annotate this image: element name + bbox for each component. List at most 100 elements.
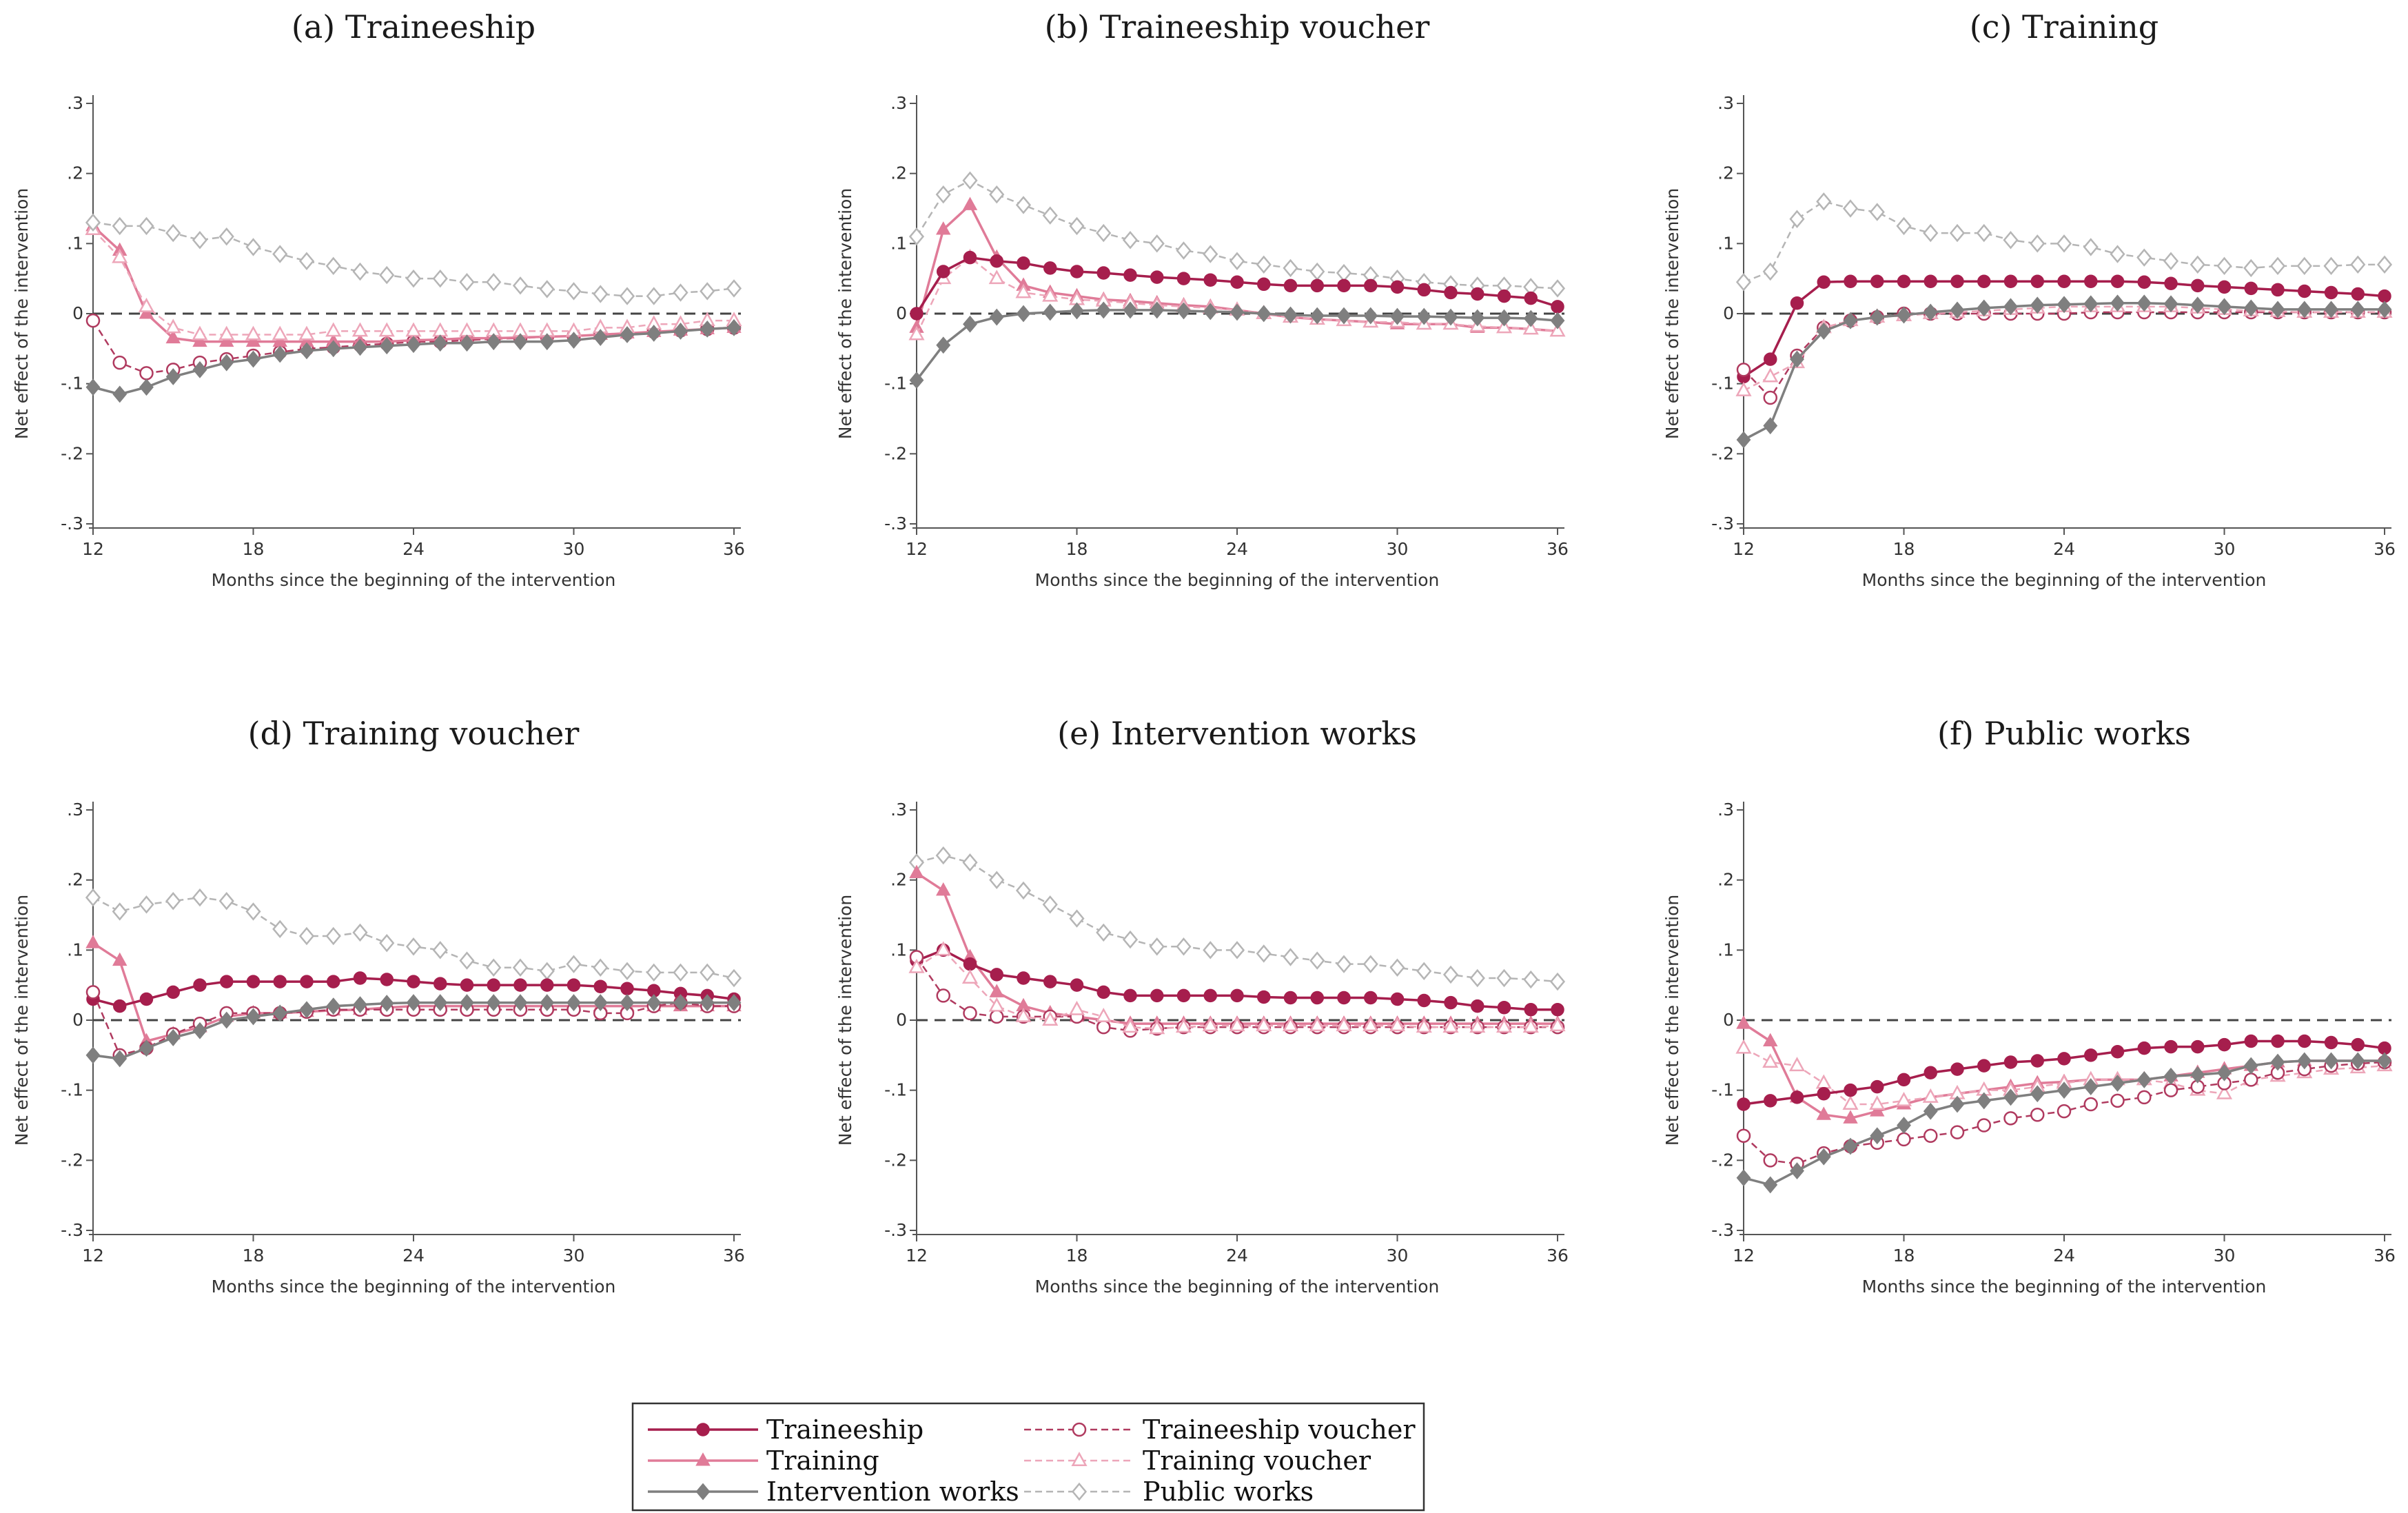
data-point (700, 963, 715, 982)
data-point (458, 322, 476, 337)
data-point (2190, 255, 2205, 274)
data-point (935, 941, 952, 956)
data-point (85, 1046, 101, 1064)
x-tick-label: 24 (2053, 1246, 2075, 1266)
series-public-works (1735, 192, 2393, 292)
data-point (2110, 294, 2125, 312)
data-point (1816, 1106, 1831, 1120)
data-point (1523, 970, 1539, 989)
data-point (2163, 1083, 2179, 1097)
data-point (540, 994, 555, 1011)
data-point (1256, 255, 1272, 274)
data-point (325, 322, 342, 337)
data-point (2190, 296, 2205, 314)
data-point (1070, 978, 1084, 992)
data-point (2271, 1034, 2285, 1048)
data-point (1283, 991, 1298, 1005)
data-point (192, 231, 208, 250)
legend-swatch-marker (1071, 1482, 1088, 1501)
data-point (567, 332, 581, 349)
data-point (1442, 965, 1459, 984)
data-point (1336, 307, 1351, 325)
x-tick-label: 12 (82, 1246, 104, 1266)
data-point (2030, 234, 2045, 253)
chart-panel-4: (d) Training voucher -.3 -.2 -.1 0 .1 .2 .3 12 18… (12, 715, 745, 1297)
data-point (1070, 302, 1084, 320)
data-point (1070, 265, 1084, 278)
data-point (620, 994, 635, 1011)
data-point (1364, 278, 1378, 293)
data-point (2137, 1090, 2152, 1105)
y-tick-label: .3 (67, 800, 83, 820)
data-point (1095, 1007, 1112, 1022)
data-point (2057, 296, 2072, 314)
data-point (1042, 287, 1059, 302)
data-point (936, 988, 950, 1003)
x-axis-label: Months since the beginning of the interv… (1035, 1277, 1440, 1297)
data-point (298, 325, 315, 341)
data-point (936, 221, 951, 235)
panel-title: (b) Traineeship voucher (1045, 8, 1430, 45)
data-point (192, 325, 208, 341)
data-point (2350, 255, 2366, 274)
data-point (2296, 256, 2312, 276)
data-point (540, 978, 554, 992)
x-tick-label: 12 (1733, 539, 1755, 559)
data-point (2003, 1111, 2018, 1126)
y-tick-label: -.2 (1711, 1150, 1734, 1170)
data-point (2083, 1097, 2098, 1112)
x-tick-label: 12 (906, 539, 928, 559)
data-point (990, 254, 1003, 268)
x-axis-label: Months since the beginning of the interv… (1035, 570, 1440, 590)
data-point (407, 975, 420, 988)
data-point (1363, 955, 1378, 973)
data-point (1363, 1017, 1379, 1032)
y-tick-label: -.3 (61, 1220, 83, 1240)
data-point (1896, 216, 1912, 236)
data-point (962, 853, 978, 872)
data-point (2110, 1045, 2125, 1059)
data-point (432, 322, 449, 337)
data-point (962, 196, 978, 210)
data-point (165, 318, 181, 334)
data-point (1549, 322, 1566, 337)
data-point (909, 864, 924, 878)
data-point (2136, 248, 2152, 267)
data-point (1497, 289, 1511, 303)
data-point (2298, 1034, 2312, 1048)
data-point (593, 994, 608, 1011)
data-point (139, 1039, 154, 1057)
data-point (908, 227, 925, 246)
y-tick-label: -.1 (61, 374, 83, 394)
data-point (2297, 1052, 2312, 1070)
data-point (540, 333, 555, 351)
data-point (1203, 941, 1218, 959)
data-point (1736, 363, 1751, 377)
data-point (1763, 1176, 1778, 1194)
data-point (1042, 1011, 1059, 1026)
data-point (2110, 245, 2125, 263)
data-point (1176, 272, 1191, 285)
y-tick-label: .1 (890, 940, 907, 959)
y-tick-label: .1 (890, 233, 907, 253)
series-intervention-works (1736, 1052, 2392, 1194)
data-point (1523, 309, 1538, 327)
data-point (192, 1022, 207, 1039)
data-point (327, 975, 340, 988)
data-point (2244, 281, 2258, 296)
data-point (1150, 988, 1164, 1003)
data-point (1764, 352, 1777, 366)
data-point (2164, 1039, 2178, 1054)
data-point (1977, 1059, 1991, 1073)
data-point (1735, 1039, 1752, 1054)
data-point (673, 994, 688, 1011)
data-point (1203, 273, 1217, 287)
x-tick-label: 18 (1066, 539, 1088, 559)
y-axis-label: Net effect of the intervention (1662, 895, 1682, 1146)
legend-label: Traineeship (766, 1414, 924, 1445)
data-point (1150, 301, 1165, 319)
data-point (1176, 302, 1191, 320)
data-point (1069, 216, 1085, 236)
data-point (486, 273, 502, 292)
data-point (1096, 923, 1112, 942)
